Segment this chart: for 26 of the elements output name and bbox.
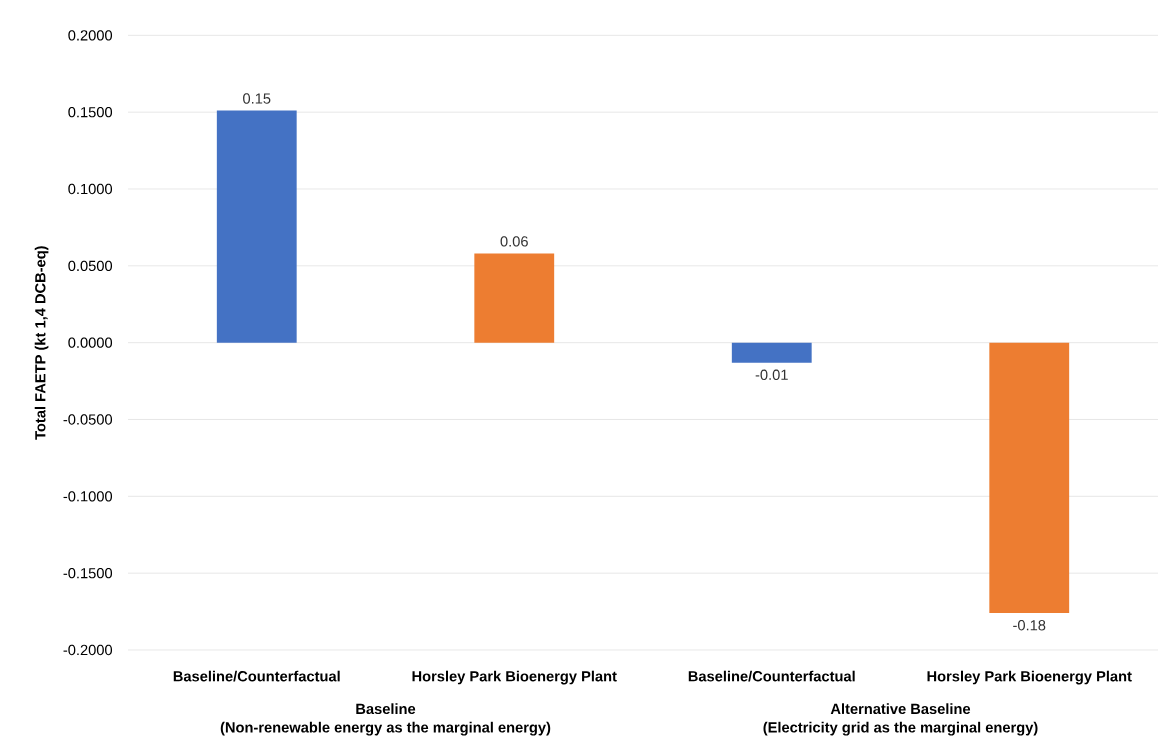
text: Alternative Baseline [830,703,971,715]
data-label: -0.18 [1013,620,1046,631]
data-label: -0.01 [755,369,788,381]
text: Baseline [356,703,416,715]
text: (Electricity grid as the marginal energy) [763,721,1038,736]
y-axis-title: Total FAETP (kt 1,4 DCB-eq) [34,246,49,440]
bar [474,253,555,343]
text: (Non-renewable energy as the marginal energy) [220,721,551,736]
y-tick-label: 0.2000 [68,30,113,41]
y-tick-label: 0.0000 [68,337,113,349]
x-tick-label: Baseline/Counterfactual [688,670,855,682]
x-tick-label: Horsley Park Bioenergy Plant [927,670,1132,685]
data-label: 0.15 [243,93,271,104]
x-tick-label: Baseline/Counterfactual [173,670,340,682]
y-tick-label: 0.1500 [68,107,113,118]
bar [216,110,297,343]
y-tick-label: 0.0500 [68,260,113,272]
y-tick-label: -0.2000 [63,644,113,656]
x-tick-label: Horsley Park Bioenergy Plant [412,670,617,685]
bar [731,342,812,363]
y-tick-label: -0.1000 [63,491,113,502]
data-label: 0.06 [500,236,528,247]
y-tick-label: -0.1500 [63,568,113,579]
bar [989,342,1070,614]
y-tick-label: 0.1000 [68,183,113,195]
y-tick-label: -0.0500 [63,414,113,425]
